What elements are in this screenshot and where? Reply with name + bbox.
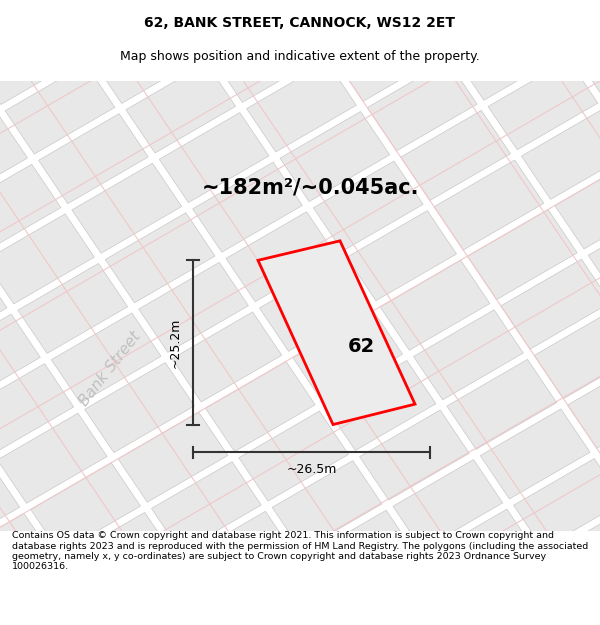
Polygon shape [52, 313, 161, 403]
Polygon shape [159, 112, 269, 202]
Polygon shape [514, 459, 600, 549]
Polygon shape [251, 611, 361, 625]
Polygon shape [185, 511, 295, 601]
Polygon shape [421, 0, 531, 51]
Polygon shape [26, 0, 136, 4]
Polygon shape [0, 464, 20, 554]
Polygon shape [151, 462, 261, 552]
Text: ~182m²/~0.045ac.: ~182m²/~0.045ac. [201, 178, 419, 198]
Polygon shape [180, 0, 290, 52]
Polygon shape [239, 411, 349, 501]
Polygon shape [534, 309, 600, 399]
Polygon shape [427, 509, 536, 599]
Polygon shape [0, 115, 28, 205]
Polygon shape [388, 0, 497, 1]
Polygon shape [380, 260, 490, 350]
Polygon shape [334, 11, 443, 101]
Polygon shape [313, 161, 423, 251]
Polygon shape [0, 14, 82, 104]
Text: Bank Street: Bank Street [76, 329, 143, 409]
Polygon shape [305, 510, 415, 600]
Polygon shape [455, 10, 565, 100]
Polygon shape [0, 214, 94, 304]
Text: Contains OS data © Crown copyright and database right 2021. This information is : Contains OS data © Crown copyright and d… [12, 531, 588, 571]
Polygon shape [542, 0, 600, 49]
Polygon shape [172, 312, 282, 402]
Polygon shape [213, 12, 323, 103]
Polygon shape [92, 14, 202, 103]
Polygon shape [267, 0, 377, 2]
Polygon shape [481, 409, 590, 499]
Polygon shape [259, 261, 369, 351]
Polygon shape [31, 462, 140, 552]
Polygon shape [139, 262, 248, 352]
Polygon shape [521, 109, 600, 199]
Polygon shape [146, 0, 256, 3]
Polygon shape [0, 264, 7, 354]
Polygon shape [373, 609, 482, 625]
Polygon shape [131, 611, 241, 625]
Polygon shape [98, 562, 207, 625]
Polygon shape [64, 512, 174, 602]
Polygon shape [413, 310, 523, 400]
Polygon shape [0, 364, 74, 454]
Text: ~26.5m: ~26.5m [286, 462, 337, 476]
Polygon shape [105, 213, 215, 302]
Polygon shape [72, 163, 182, 253]
Text: Map shows position and indicative extent of the property.: Map shows position and indicative extent… [120, 51, 480, 63]
Polygon shape [301, 0, 410, 52]
Polygon shape [247, 62, 356, 152]
Polygon shape [575, 9, 600, 99]
Polygon shape [280, 111, 390, 201]
Polygon shape [226, 212, 336, 302]
Polygon shape [0, 164, 61, 254]
Polygon shape [59, 0, 169, 54]
Polygon shape [293, 311, 403, 401]
Polygon shape [434, 160, 544, 250]
Polygon shape [339, 560, 449, 625]
Polygon shape [0, 563, 86, 625]
Polygon shape [205, 361, 315, 451]
Polygon shape [326, 361, 436, 451]
Polygon shape [467, 209, 577, 299]
Polygon shape [18, 264, 128, 353]
Polygon shape [193, 162, 302, 252]
Polygon shape [393, 459, 503, 549]
Polygon shape [359, 410, 469, 500]
Polygon shape [401, 111, 511, 201]
Polygon shape [0, 0, 48, 55]
Polygon shape [501, 259, 600, 349]
Polygon shape [588, 209, 600, 299]
Polygon shape [38, 114, 148, 204]
Polygon shape [347, 211, 457, 301]
Polygon shape [272, 461, 382, 551]
Text: 62: 62 [348, 337, 375, 356]
Polygon shape [258, 241, 415, 424]
Text: ~25.2m: ~25.2m [169, 318, 182, 368]
Polygon shape [218, 561, 328, 625]
Polygon shape [126, 63, 236, 153]
Polygon shape [460, 559, 569, 625]
Polygon shape [0, 0, 15, 6]
Polygon shape [0, 514, 53, 603]
Polygon shape [568, 358, 600, 448]
Text: 62, BANK STREET, CANNOCK, WS12 2ET: 62, BANK STREET, CANNOCK, WS12 2ET [145, 16, 455, 30]
Polygon shape [85, 362, 194, 452]
Polygon shape [555, 159, 600, 249]
Polygon shape [488, 60, 598, 150]
Polygon shape [0, 314, 40, 404]
Polygon shape [0, 413, 107, 503]
Polygon shape [5, 64, 115, 154]
Polygon shape [10, 612, 120, 625]
Polygon shape [367, 61, 477, 151]
Polygon shape [447, 359, 557, 449]
Polygon shape [118, 412, 228, 502]
Polygon shape [547, 508, 600, 598]
